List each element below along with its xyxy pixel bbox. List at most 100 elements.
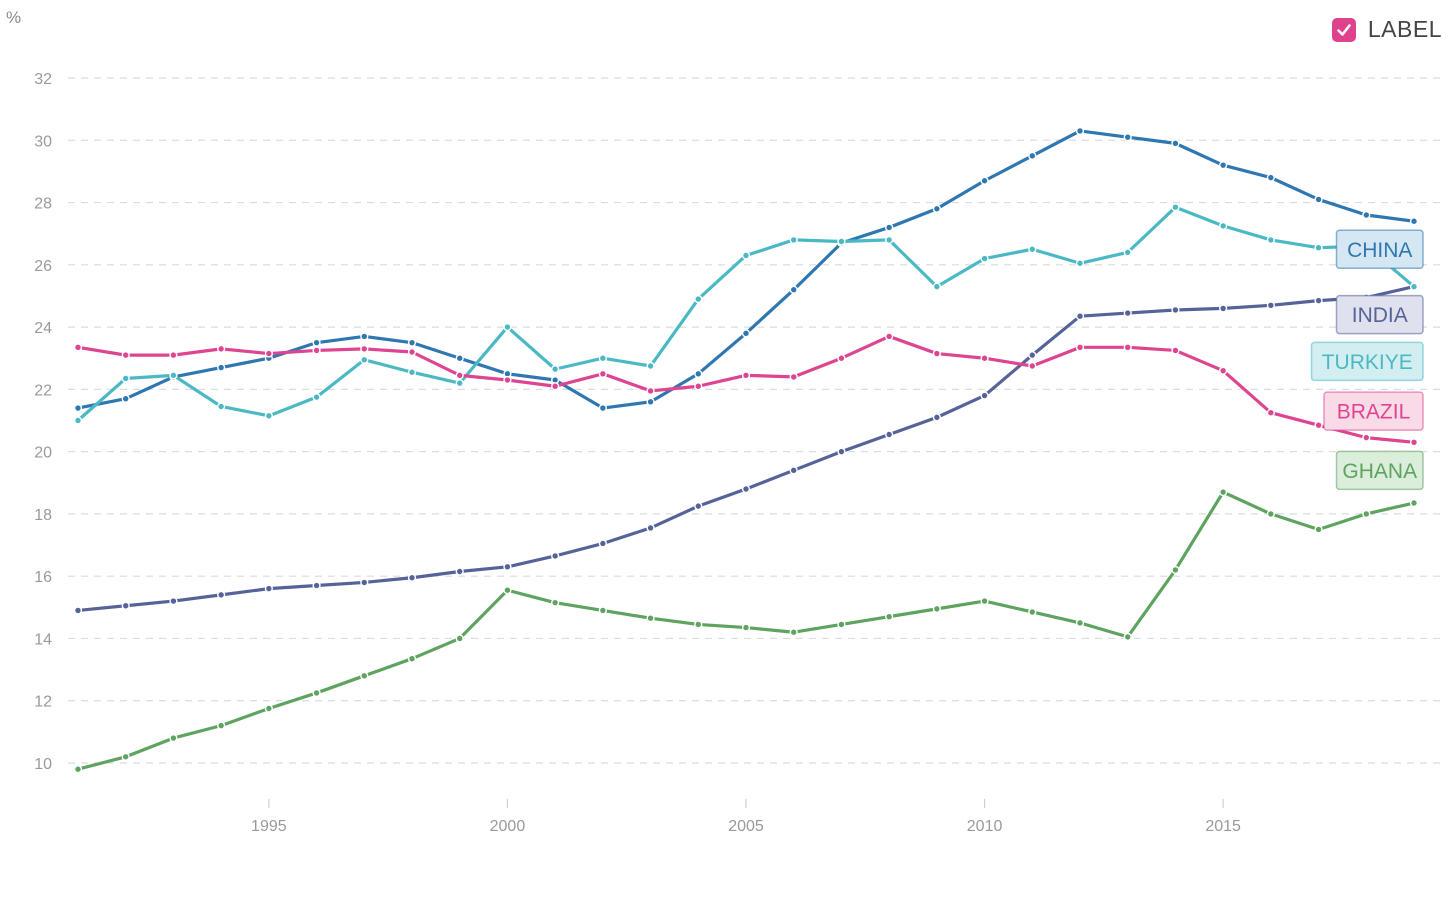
- data-point-china-2006: [789, 285, 798, 294]
- data-point-brazil-2014: [1171, 346, 1180, 355]
- data-point-turkiye-2006: [789, 235, 798, 245]
- series-label-box-turkiye: [1310, 341, 1424, 382]
- data-point-brazil-2008: [885, 332, 894, 341]
- data-point-ghana-2002: [598, 606, 607, 615]
- data-point-india-1999: [455, 567, 464, 576]
- data-point-brazil-1994: [217, 344, 226, 353]
- data-point-turkiye-1991: [73, 416, 83, 425]
- data-point-ghana-2004: [694, 620, 703, 629]
- data-point-ghana-2010: [980, 596, 989, 606]
- data-point-china-2002: [598, 403, 607, 413]
- data-point-turkiye-2013: [1123, 248, 1132, 257]
- series-label-brazil: BRAZIL: [1323, 391, 1424, 431]
- data-point-india-2007: [837, 447, 846, 456]
- y-tick-label-16: 16: [34, 569, 52, 586]
- label-checkbox[interactable]: [1331, 17, 1356, 42]
- label-toggle[interactable]: LABEL: [1331, 16, 1442, 43]
- data-point-india-2010: [980, 391, 989, 400]
- data-point-china-2013: [1123, 133, 1132, 142]
- data-point-india-1994: [217, 590, 226, 599]
- data-point-china-1996: [312, 338, 321, 347]
- series-label-text-ghana: GHANA: [1342, 460, 1417, 483]
- series-label-box-brazil: [1323, 391, 1424, 431]
- series-brazil: [73, 332, 1419, 447]
- data-point-india-1995: [264, 584, 273, 593]
- data-point-ghana-1992: [121, 752, 130, 761]
- data-point-china-1999: [455, 354, 464, 363]
- data-point-ghana-2009: [932, 604, 941, 613]
- data-point-brazil-2017: [1314, 421, 1323, 430]
- data-point-ghana-1994: [217, 721, 226, 730]
- data-point-brazil-2018: [1362, 433, 1371, 442]
- data-point-india-2013: [1123, 308, 1132, 318]
- data-point-china-2012: [1075, 126, 1085, 136]
- data-point-china-1997: [360, 332, 369, 341]
- series-line-turkiye: [76, 205, 1416, 422]
- data-point-ghana-2007: [837, 620, 846, 629]
- data-point-ghana-2005: [741, 623, 751, 632]
- data-point-turkiye-1993: [169, 371, 178, 380]
- data-point-brazil-2001: [551, 382, 560, 391]
- data-point-ghana-2003: [646, 614, 655, 623]
- data-point-ghana-2016: [1266, 509, 1275, 519]
- data-point-turkiye-2008: [885, 235, 894, 245]
- data-point-turkiye-2016: [1266, 235, 1275, 245]
- data-point-ghana-1999: [455, 634, 464, 643]
- data-point-turkiye-2019: [1409, 282, 1419, 291]
- data-point-china-1992: [121, 394, 130, 403]
- data-point-turkiye-1997: [360, 355, 369, 364]
- data-point-turkiye-2011: [1028, 245, 1037, 254]
- data-point-india-2003: [646, 523, 655, 533]
- data-point-turkiye-1998: [407, 368, 417, 377]
- data-point-india-2000: [503, 562, 512, 571]
- data-point-brazil-2002: [598, 369, 607, 378]
- label-toggle-text: LABEL: [1367, 16, 1442, 42]
- data-point-china-1998: [407, 338, 417, 347]
- data-point-ghana-2011: [1028, 607, 1037, 617]
- data-point-india-1991: [73, 606, 83, 615]
- data-point-turkiye-1992: [121, 374, 130, 383]
- series-label-text-china: CHINA: [1347, 239, 1412, 262]
- y-tick-label-10: 10: [34, 756, 52, 773]
- data-point-brazil-2006: [789, 372, 798, 382]
- data-point-brazil-1995: [264, 349, 273, 358]
- series-label-box-china: [1335, 229, 1424, 269]
- data-point-ghana-1998: [407, 654, 417, 663]
- data-point-ghana-2012: [1075, 618, 1085, 627]
- series-label-box-india: [1335, 294, 1424, 335]
- data-point-brazil-2005: [741, 371, 751, 380]
- data-point-turkiye-2010: [980, 254, 989, 263]
- data-point-brazil-2013: [1123, 343, 1132, 352]
- data-point-india-2017: [1314, 296, 1323, 305]
- data-point-brazil-1992: [121, 351, 130, 360]
- data-point-china-1994: [217, 363, 226, 372]
- data-point-brazil-1997: [360, 344, 369, 353]
- data-point-turkiye-2007: [837, 237, 846, 246]
- data-point-china-2003: [646, 397, 655, 406]
- data-point-turkiye-1996: [312, 393, 321, 402]
- data-point-ghana-2008: [885, 612, 894, 621]
- data-point-brazil-2019: [1409, 438, 1419, 447]
- data-point-ghana-1997: [360, 671, 369, 680]
- data-point-turkiye-2012: [1075, 259, 1085, 268]
- data-point-india-2009: [932, 413, 941, 422]
- data-point-brazil-1996: [312, 346, 321, 355]
- data-point-ghana-2015: [1219, 488, 1228, 497]
- y-tick-label-32: 32: [34, 71, 52, 88]
- data-point-india-2014: [1171, 305, 1180, 315]
- data-point-india-2006: [789, 466, 798, 475]
- y-tick-label-26: 26: [34, 258, 52, 275]
- data-point-brazil-2000: [503, 375, 512, 385]
- data-point-india-2011: [1028, 351, 1037, 360]
- data-point-turkiye-1995: [264, 411, 273, 420]
- data-point-turkiye-2005: [741, 251, 751, 260]
- data-point-china-2018: [1362, 210, 1371, 220]
- series-labels: CHINA INDIA TURKIYE BRAZIL GHANA: [1310, 229, 1424, 491]
- data-point-india-1997: [360, 578, 369, 587]
- data-point-turkiye-2004: [694, 294, 703, 304]
- data-point-india-1996: [312, 581, 321, 590]
- data-point-china-2010: [980, 176, 989, 185]
- series-label-text-turkiye: TURKIYE: [1322, 351, 1413, 374]
- x-tick-label-2015: 2015: [1205, 818, 1241, 835]
- data-point-china-2009: [932, 204, 941, 213]
